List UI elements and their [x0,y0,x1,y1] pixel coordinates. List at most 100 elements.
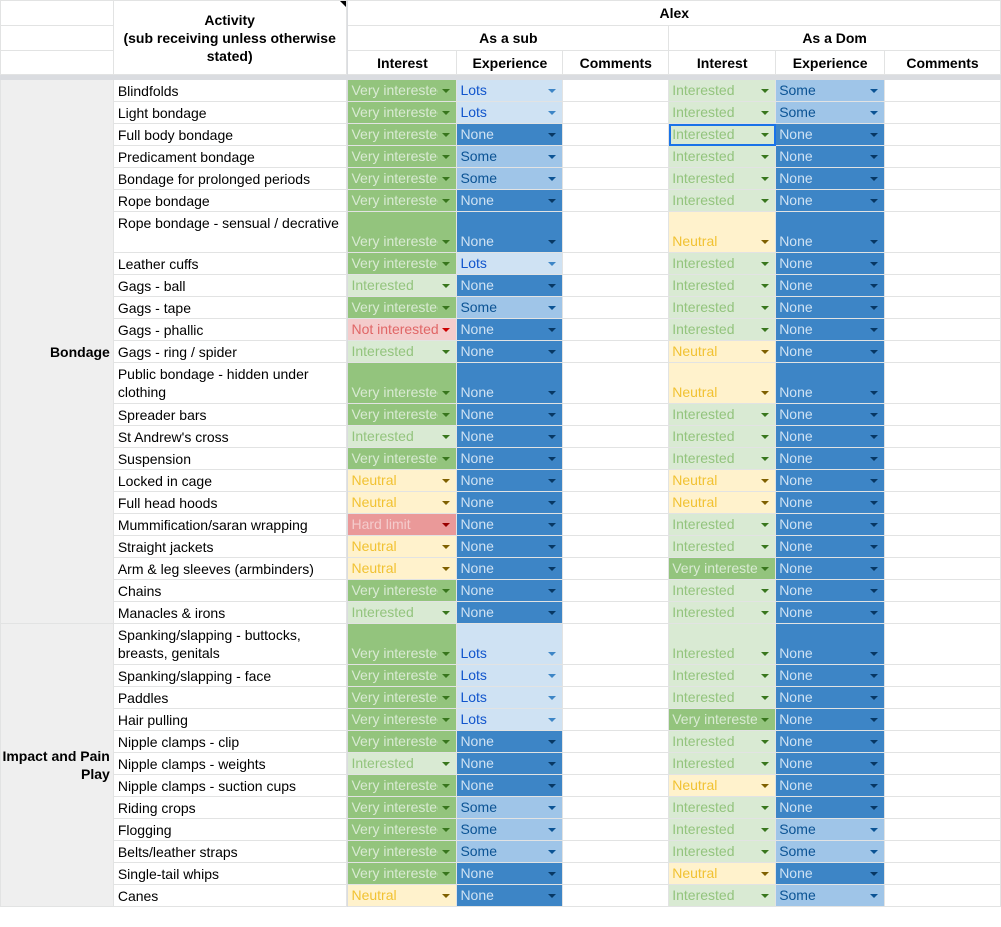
dom-experience-dropdown[interactable]: None [775,686,886,709]
dom-comments-cell[interactable] [884,601,1001,624]
sub-interest-dropdown[interactable]: Very interested [347,686,458,709]
dropdown-arrow-icon[interactable] [761,391,770,395]
dropdown-arrow-icon[interactable] [442,177,451,181]
dropdown-arrow-icon[interactable] [442,850,451,854]
dropdown-arrow-icon[interactable] [870,567,879,571]
dom-comments-cell[interactable] [884,840,1001,863]
activity-cell[interactable]: Single-tail whips [112,862,347,885]
sub-experience-dropdown[interactable]: None [456,601,564,624]
activity-cell[interactable]: Light bondage [112,101,347,124]
header-corner[interactable] [0,0,114,26]
dropdown-arrow-icon[interactable] [761,284,770,288]
sub-experience-dropdown[interactable]: Lots [456,664,564,687]
dom-interest-dropdown[interactable]: Interested [668,425,777,448]
dropdown-arrow-icon[interactable] [761,501,770,505]
dropdown-arrow-icon[interactable] [548,806,557,810]
activity-cell[interactable]: Chains [112,579,347,602]
dropdown-arrow-icon[interactable] [548,350,557,354]
dropdown-arrow-icon[interactable] [442,111,451,115]
dom-experience-dropdown[interactable]: None [775,469,886,492]
sub-comments-cell[interactable] [562,123,670,146]
sub-interest-dropdown[interactable]: Very interested [347,189,458,212]
sub-comments-cell[interactable] [562,362,670,404]
activity-cell[interactable]: Rope bondage - sensual / decrative [112,211,347,253]
dom-comments-cell[interactable] [884,752,1001,775]
dom-comments-cell[interactable] [884,79,1001,102]
dom-comments-cell[interactable] [884,491,1001,514]
sub-experience-dropdown[interactable]: Some [456,840,564,863]
sub-experience-dropdown[interactable]: Lots [456,79,564,102]
dom-comments-cell[interactable] [884,664,1001,687]
dom-interest-dropdown[interactable]: Interested [668,318,777,341]
dom-experience-dropdown[interactable]: None [775,796,886,819]
sub-interest-dropdown[interactable]: Interested [347,340,458,363]
dom-interest-dropdown[interactable]: Interested [668,730,777,753]
sub-experience-dropdown[interactable]: Lots [456,708,564,731]
dom-interest-dropdown[interactable]: Interested [668,101,777,124]
dom-interest-dropdown[interactable]: Interested [668,601,777,624]
dropdown-arrow-icon[interactable] [548,479,557,483]
dropdown-arrow-icon[interactable] [761,155,770,159]
dropdown-arrow-icon[interactable] [442,652,451,656]
activity-cell[interactable]: Public bondage - hidden under clothing [112,362,347,404]
dom-interest-dropdown[interactable]: Neutral [668,211,777,253]
dropdown-arrow-icon[interactable] [548,696,557,700]
dropdown-arrow-icon[interactable] [442,133,451,137]
sub-experience-dropdown[interactable]: None [456,752,564,775]
activity-cell[interactable]: Straight jackets [112,535,347,558]
dropdown-arrow-icon[interactable] [442,350,451,354]
dom-interest-dropdown[interactable]: Neutral [668,491,777,514]
sub-comments-cell[interactable] [562,557,670,580]
dom-interest-dropdown[interactable]: Interested [668,884,777,907]
dom-experience-dropdown[interactable]: Some [775,884,886,907]
dropdown-arrow-icon[interactable] [442,240,451,244]
dropdown-arrow-icon[interactable] [761,479,770,483]
dom-interest-dropdown[interactable]: Interested [668,447,777,470]
sub-experience-dropdown[interactable]: Lots [456,623,564,665]
sub-interest-dropdown[interactable]: Very interested [347,818,458,841]
sub-comments-cell[interactable] [562,796,670,819]
dom-comments-cell[interactable] [884,469,1001,492]
dropdown-arrow-icon[interactable] [548,199,557,203]
dom-comments-cell[interactable] [884,123,1001,146]
dropdown-arrow-icon[interactable] [442,740,451,744]
sub-interest-dropdown[interactable]: Very interested [347,730,458,753]
sub-comments-cell[interactable] [562,623,670,665]
sub-experience-dropdown[interactable]: None [456,447,564,470]
dom-experience-dropdown[interactable]: Some [775,818,886,841]
sub-interest-dropdown[interactable]: Neutral [347,535,458,558]
sub-comments-cell[interactable] [562,774,670,797]
dropdown-arrow-icon[interactable] [870,111,879,115]
dropdown-arrow-icon[interactable] [548,89,557,93]
dropdown-arrow-icon[interactable] [870,284,879,288]
activity-cell[interactable]: Nipple clamps - clip [112,730,347,753]
dropdown-arrow-icon[interactable] [442,284,451,288]
dom-interest-dropdown[interactable]: Interested [668,123,777,146]
activity-cell[interactable]: Spanking/slapping - face [112,664,347,687]
dropdown-arrow-icon[interactable] [548,133,557,137]
dropdown-arrow-icon[interactable] [870,894,879,898]
dom-comments-header[interactable]: Comments [884,50,1001,75]
dom-comments-cell[interactable] [884,318,1001,341]
dropdown-arrow-icon[interactable] [442,501,451,505]
sub-interest-dropdown[interactable]: Neutral [347,557,458,580]
dropdown-arrow-icon[interactable] [761,784,770,788]
dom-experience-dropdown[interactable]: None [775,513,886,536]
dropdown-arrow-icon[interactable] [548,850,557,854]
sub-comments-cell[interactable] [562,535,670,558]
dom-comments-cell[interactable] [884,884,1001,907]
sub-comments-cell[interactable] [562,189,670,212]
sub-experience-dropdown[interactable]: Some [456,296,564,319]
dom-experience-dropdown[interactable]: None [775,774,886,797]
dom-experience-dropdown[interactable]: None [775,664,886,687]
dom-experience-dropdown[interactable]: None [775,579,886,602]
dropdown-arrow-icon[interactable] [870,199,879,203]
sub-comments-cell[interactable] [562,167,670,190]
sub-interest-dropdown[interactable]: Neutral [347,469,458,492]
sub-interest-dropdown[interactable]: Neutral [347,491,458,514]
dom-comments-cell[interactable] [884,211,1001,253]
dom-interest-dropdown[interactable]: Interested [668,664,777,687]
dropdown-arrow-icon[interactable] [548,306,557,310]
dropdown-arrow-icon[interactable] [870,674,879,678]
as-sub-header[interactable]: As a sub [347,25,670,51]
